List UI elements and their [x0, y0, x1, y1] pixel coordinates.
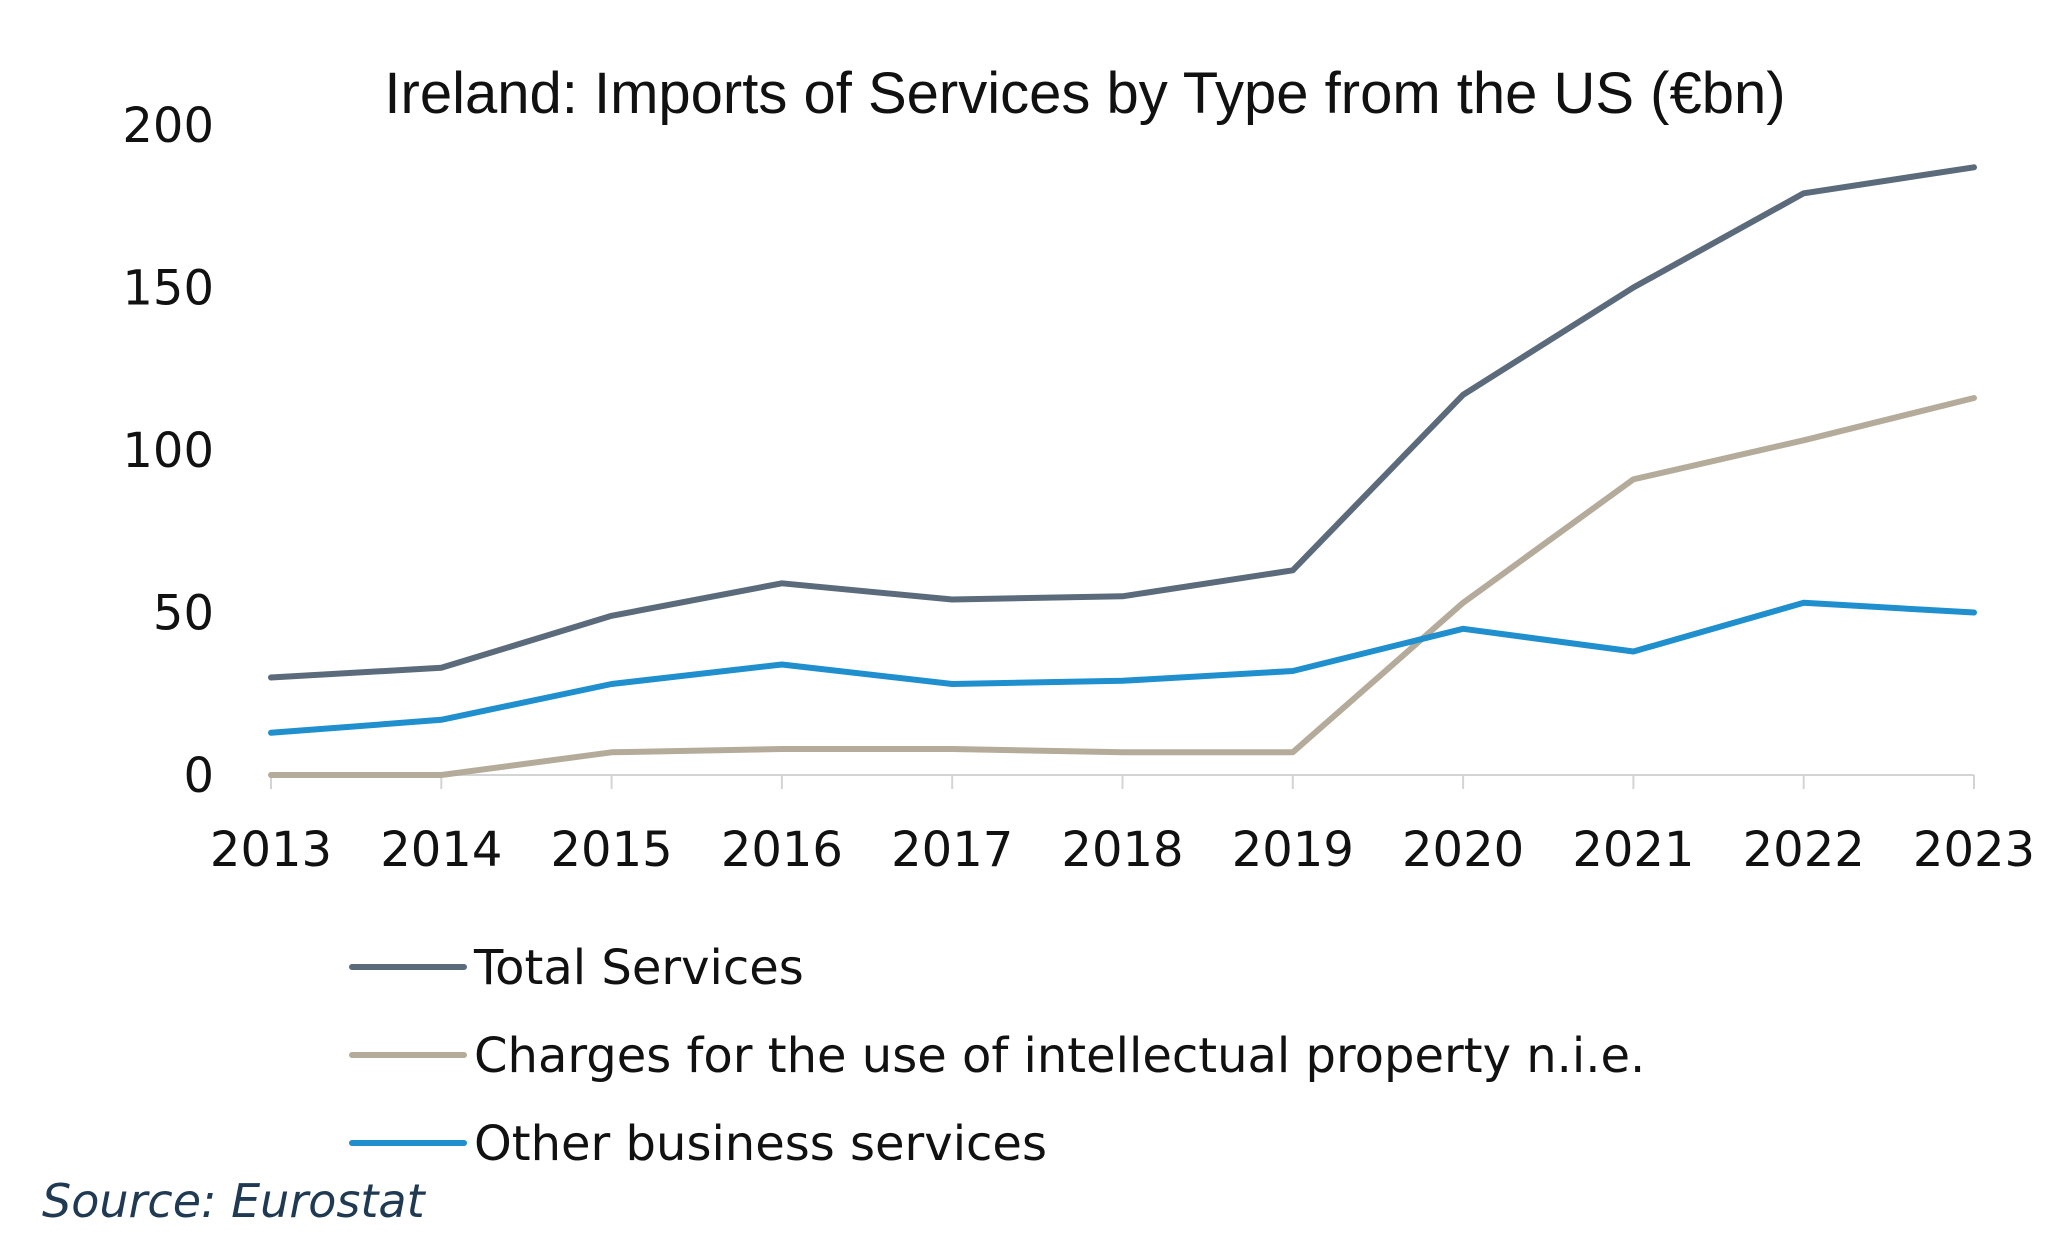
- x-tick-label: 2015: [551, 822, 673, 878]
- x-tick-label: 2017: [891, 822, 1013, 878]
- x-tick-label: 2014: [380, 822, 502, 878]
- series-line-3: [268, 599, 1977, 736]
- x-tick-label: 2021: [1572, 822, 1694, 878]
- legend-label: Charges for the use of intellectual prop…: [474, 1028, 1645, 1084]
- legend-label: Other business services: [474, 1116, 1047, 1172]
- source-note: Source: Eurostat: [42, 1174, 427, 1228]
- x-axis: 2013 2014 2015 2016 2017 2018 2019 2020 2021 2022…: [210, 774, 2035, 878]
- y-tick-label: 100: [122, 423, 214, 479]
- y-tick-label: 0: [183, 748, 214, 804]
- x-tick-label: 2013: [210, 822, 332, 878]
- y-tick-label: 150: [122, 261, 214, 317]
- y-tick-label: 200: [122, 98, 214, 154]
- series-lines: [268, 164, 1977, 778]
- chart-title: Ireland: Imports of Services by Type fro…: [384, 61, 1785, 126]
- y-axis-ticks: 0 50 100 150 200: [122, 98, 214, 804]
- x-tick-label: 2022: [1743, 822, 1865, 878]
- series-line-1: [268, 164, 1977, 681]
- x-tick-label: 2023: [1913, 822, 2035, 878]
- legend-label: Total Services: [473, 940, 804, 996]
- y-tick-label: 50: [153, 586, 214, 642]
- x-tick-label: 2020: [1402, 822, 1524, 878]
- legend: Total Services Charges for the use of int…: [349, 940, 1645, 1172]
- x-tick-label: 2018: [1061, 822, 1183, 878]
- x-tick-label: 2016: [721, 822, 843, 878]
- x-tick-label: 2019: [1232, 822, 1354, 878]
- series-line-2: [268, 395, 1977, 778]
